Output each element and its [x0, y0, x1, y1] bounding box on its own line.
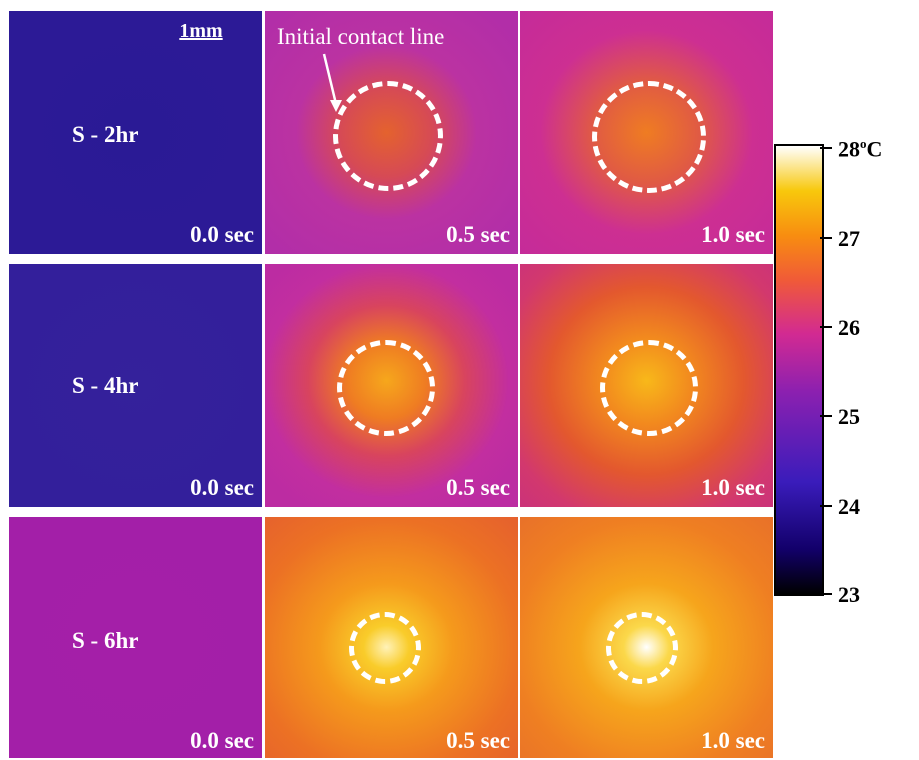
colorbar-tick [820, 237, 832, 239]
row-label-s6hr: S - 6hr [72, 628, 139, 653]
panel-s2hr-05s: 0.5 sec [265, 11, 518, 254]
colorbar [774, 144, 824, 596]
contact-line-ring [337, 340, 435, 436]
colorbar-tick-label: 27 [838, 226, 860, 251]
contact-line-ring [606, 612, 678, 684]
thermal-image [9, 11, 262, 254]
panel-s6hr-05s: 0.5 sec [265, 517, 518, 760]
contact-line-ring [600, 340, 698, 436]
time-label: 0.5 sec [446, 222, 510, 247]
colorbar-tick [820, 415, 832, 417]
colorbar-min-label: 23 [838, 582, 860, 607]
panel-s4hr-0s: 0.0 sec [9, 264, 262, 507]
colorbar-tick [820, 593, 832, 595]
contact-line-ring [592, 81, 706, 193]
row-label-s2hr: S - 2hr [72, 122, 139, 147]
time-label: 0.5 sec [446, 475, 510, 500]
annotation-label: Initial contact line [277, 24, 445, 49]
row-label-s4hr: S - 4hr [72, 373, 139, 398]
time-label: 0.5 sec [446, 728, 510, 753]
colorbar-tick-label: 25 [838, 404, 860, 429]
panel-s4hr-05s: 0.5 sec [265, 264, 518, 507]
colorbar-max-label: 28oC [838, 136, 883, 162]
panel-s2hr-1s: 1.0 sec [520, 11, 773, 254]
panel-s2hr-0s: 0.0 sec [9, 11, 262, 254]
time-label: 0.0 sec [190, 728, 254, 753]
thermal-image [9, 517, 262, 758]
annotation-arrow [322, 53, 342, 112]
colorbar-tick [820, 147, 832, 149]
contact-line-ring [333, 81, 443, 191]
time-label: 1.0 sec [701, 222, 765, 247]
time-label: 1.0 sec [701, 728, 765, 753]
time-label: 0.0 sec [190, 475, 254, 500]
colorbar-tick-label: 24 [838, 494, 860, 519]
panel-s4hr-1s: 1.0 sec [520, 264, 773, 507]
scale-bar: 1mm [172, 20, 230, 42]
scale-bar-label: 1mm [179, 20, 223, 42]
contact-line-ring [349, 612, 421, 684]
thermal-image [9, 264, 262, 507]
panel-s6hr-0s: 0.0 sec [9, 517, 262, 760]
colorbar-tick [820, 326, 832, 328]
colorbar-tick [820, 505, 832, 507]
time-label: 1.0 sec [701, 475, 765, 500]
time-label: 0.0 sec [190, 222, 254, 247]
panel-s6hr-1s: 1.0 sec [520, 517, 773, 760]
colorbar-tick-label: 26 [838, 315, 860, 340]
